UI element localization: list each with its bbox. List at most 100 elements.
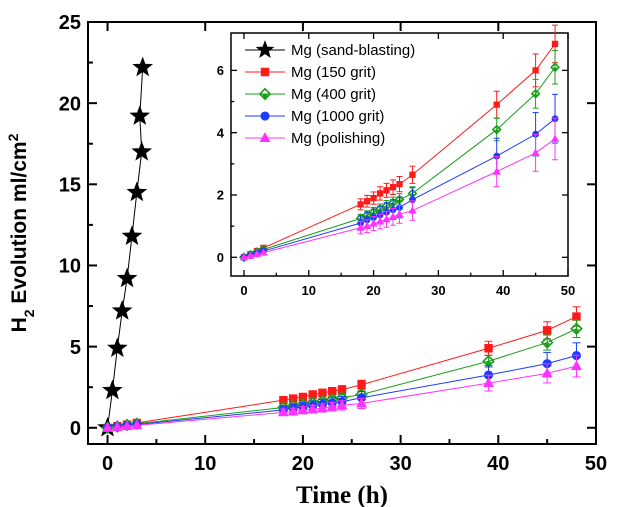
inset-ytick-label: 4 [217,125,225,140]
inset-xtick-label: 0 [240,283,247,298]
main-point [288,394,298,403]
main-frame [87,21,597,445]
main-point [102,379,123,400]
main-point [357,380,366,389]
main-point [571,360,582,371]
inset-point [363,198,371,205]
main-series-line [107,328,577,429]
legend-label: Mg (polishing) [291,130,385,147]
inset-point [389,184,397,191]
inset-point [362,221,372,230]
main-point [129,105,151,125]
inset-point [246,251,255,259]
main-point [317,402,328,412]
inset-point [408,206,417,214]
inset-point [370,194,377,202]
inset-point [531,148,540,156]
inset-point [491,124,502,135]
main-ytick-label: 10 [59,256,81,278]
legend-marker [258,87,272,101]
inset-point [409,171,416,178]
inset-point [395,209,404,218]
inset-xtick-label: 10 [302,283,316,298]
main-point [102,421,113,432]
main-point [337,385,347,394]
main-point [131,419,143,430]
main-point [328,387,337,396]
inset-ytick-label: 6 [217,63,224,78]
main-xtick-label: 30 [389,453,411,475]
inset-point [396,180,403,188]
main-point [111,300,133,320]
main-xtick-label: 20 [292,453,314,475]
inset-point [493,101,500,108]
inset-point [530,88,541,99]
inset-point [532,67,539,74]
main-point [541,367,553,378]
inset-series-4 [239,117,560,261]
main-point [572,312,581,321]
main-point [308,390,317,399]
main-point [116,267,138,288]
inset-point [239,252,249,261]
legend: Mg (sand-blasting) Mg (150 grit) Mg (400 g… [245,40,415,147]
main-xtick-label: 50 [585,453,607,475]
main-point [121,225,143,246]
inset-point [369,219,378,227]
legend-marker [260,111,270,121]
legend-label: Mg (400 grit) [291,86,376,103]
main-series-line [107,316,577,429]
legend-label: Mg (150 grit) [291,64,376,81]
main-ytick-label: 20 [59,93,81,115]
main-point [132,56,154,77]
inset-point [550,62,560,73]
inset-plot: 0 10 20 30 40 50 0 2 4 6 Mg (sand-blasting) Mg (150… [217,24,575,298]
y-axis-title-sup: 2 [5,133,21,141]
legend-item: Mg (polishing) [245,130,385,147]
inset-point-fill [494,129,499,134]
inset-point [492,167,501,175]
main-point [277,406,289,417]
inset-xtick-label: 50 [561,283,575,298]
inset-point-fill [533,94,538,98]
y-axis-title-part: H [8,317,31,332]
inset-point [382,214,391,223]
main-point [297,404,309,415]
main-point [356,397,367,408]
main-point [483,377,494,388]
main-ytick-label: 25 [59,12,81,34]
main-point [542,326,552,335]
inset-point [550,134,560,142]
inset-point [388,212,398,220]
main-point-fill [544,343,551,348]
inset-ytick-label: 0 [217,250,224,265]
main-series-line [107,67,144,428]
legend-marker [260,67,270,77]
inset-ytick-label: 2 [217,188,224,203]
x-axis-title: Time (h) [296,482,388,507]
legend-item: Mg (150 grit) [245,64,376,81]
main-series-4 [102,354,582,432]
main-point [570,322,583,336]
main-point [279,395,288,405]
main-point [106,337,128,358]
inset-xtick-label: 20 [366,283,380,298]
inset-background [231,33,568,276]
inset-xtick-label: 40 [496,283,510,298]
main-point [326,400,338,411]
main-point [111,421,123,431]
inset-point [356,223,365,231]
main-point [126,181,148,202]
main-point [307,403,319,414]
y-axis-title-sub: 2 [21,309,37,317]
inset-point [551,40,559,48]
main-xtick-label: 10 [194,453,216,475]
main-point [318,388,327,398]
inset-point [383,187,390,194]
main-point [484,344,493,353]
main-point-fill [573,329,580,334]
main-point [298,392,308,402]
inset-point-fill [552,67,558,71]
main-series-0 [97,56,154,437]
